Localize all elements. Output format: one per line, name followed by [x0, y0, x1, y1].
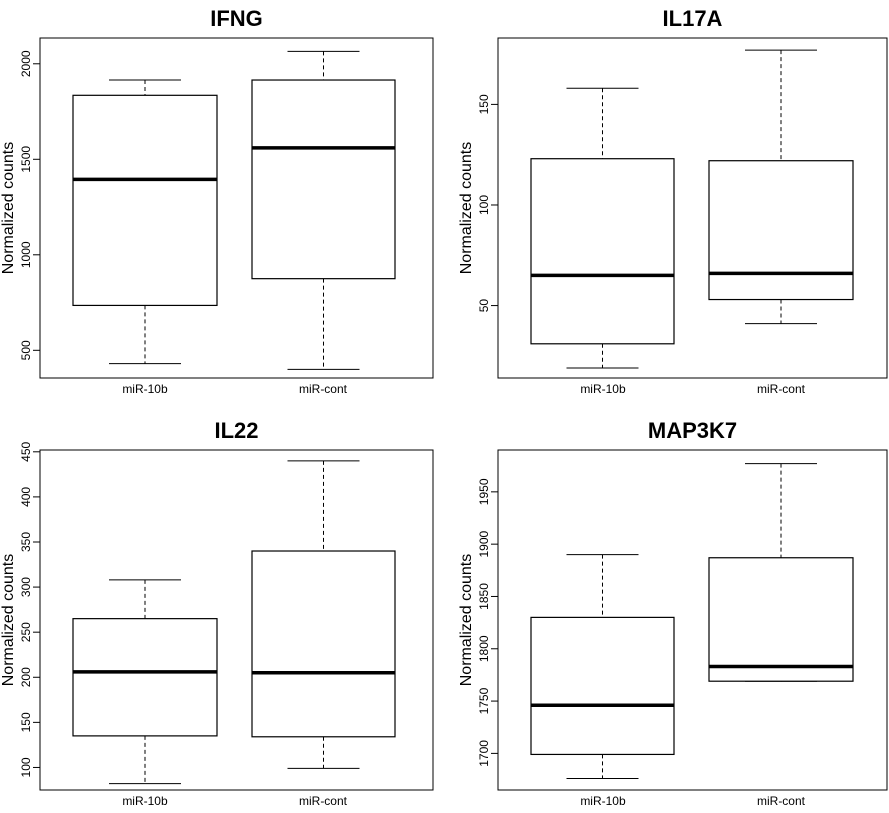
box-mir-cont — [251, 50, 396, 370]
y-tick-label: 350 — [19, 532, 33, 552]
box-mir-cont — [708, 49, 854, 325]
iqr-box — [72, 94, 218, 307]
x-category-label: miR-10b — [122, 794, 168, 808]
y-axis-label: Normalized counts — [0, 142, 17, 275]
chart-panel-il17a: IL17A Normalized counts 50 100 150 miR-10b miR… — [458, 6, 888, 396]
iqr-box — [530, 616, 675, 756]
y-tick-label: 200 — [19, 667, 33, 687]
box-mir-10b — [72, 579, 218, 785]
chart-title: IFNG — [210, 6, 263, 31]
y-tick-label: 500 — [19, 340, 33, 360]
y-tick-label: 1950 — [477, 478, 491, 505]
plot-frame — [497, 449, 888, 791]
y-tick-label: 1800 — [477, 635, 491, 662]
iqr-box — [251, 79, 396, 280]
y-tick-label: 100 — [19, 757, 33, 777]
y-tick-label: 1850 — [477, 583, 491, 610]
box-mir-cont — [708, 463, 854, 682]
chart-title: MAP3K7 — [648, 418, 737, 443]
y-tick-label: 250 — [19, 622, 33, 642]
y-tick-label: 1700 — [477, 740, 491, 767]
y-tick-label: 1500 — [19, 146, 33, 173]
y-tick-label: 150 — [19, 712, 33, 732]
iqr-box — [530, 158, 675, 345]
y-axis-label: Normalized counts — [458, 142, 475, 275]
x-category-label: miR-10b — [122, 382, 168, 396]
chart-panel-map3k7: MAP3K7 Normalized counts 1700 1750 1800 1850 1… — [458, 418, 888, 808]
x-category-label: miR-10b — [580, 794, 626, 808]
y-tick-label: 1900 — [477, 530, 491, 557]
iqr-box — [708, 557, 854, 682]
y-tick-label: 1000 — [19, 241, 33, 268]
y-axis-label: Normalized counts — [0, 554, 17, 687]
plot-frame — [497, 37, 888, 379]
y-axis-label: Normalized counts — [458, 554, 475, 687]
box-mir-cont — [251, 460, 396, 769]
iqr-box — [72, 618, 218, 737]
x-category-label: miR-cont — [757, 382, 806, 396]
box-mir-10b — [530, 87, 675, 369]
x-category-label: miR-cont — [299, 794, 348, 808]
plot-frame — [39, 37, 434, 379]
y-tick-label: 1750 — [477, 687, 491, 714]
x-category-label: miR-10b — [580, 382, 626, 396]
chart-title: IL17A — [663, 6, 723, 31]
chart-panel-ifng: IFNG Normalized counts 500 1000 1500 2000 miR-… — [0, 6, 434, 396]
iqr-box — [708, 160, 854, 301]
y-tick-label: 100 — [477, 195, 491, 215]
x-category-label: miR-cont — [757, 794, 806, 808]
plot-frame — [39, 449, 434, 791]
chart-title: IL22 — [214, 418, 258, 443]
box-mir-10b — [530, 554, 675, 779]
x-category-label: miR-cont — [299, 382, 348, 396]
chart-panel-il22: IL22 Normalized counts 100 150 200 250 300 350 4… — [0, 418, 434, 808]
y-tick-label: 2000 — [19, 50, 33, 77]
y-tick-label: 150 — [477, 94, 491, 114]
y-tick-label: 300 — [19, 577, 33, 597]
box-mir-10b — [72, 79, 218, 365]
y-tick-label: 400 — [19, 487, 33, 507]
y-tick-label: 450 — [19, 441, 33, 461]
iqr-box — [251, 550, 396, 738]
y-tick-label: 50 — [477, 299, 491, 313]
